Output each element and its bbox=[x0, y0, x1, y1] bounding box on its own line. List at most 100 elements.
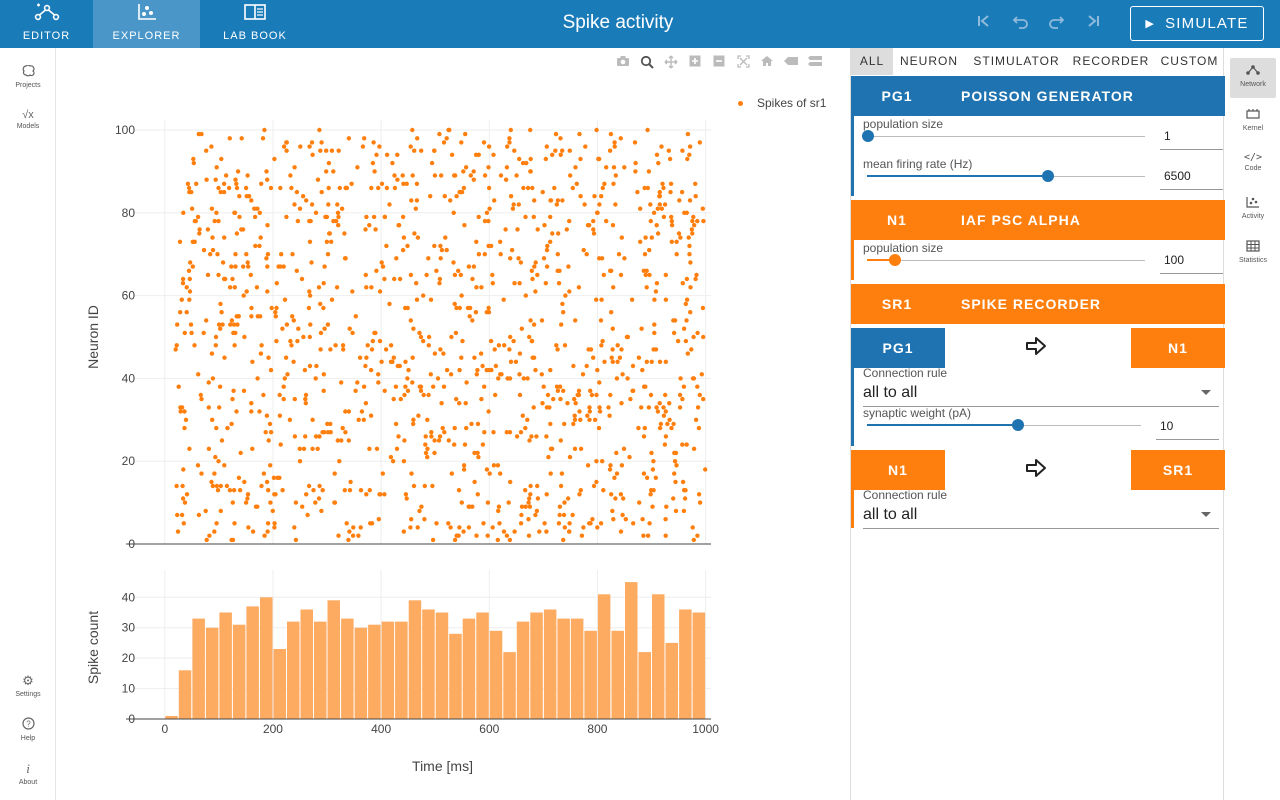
spike-point bbox=[300, 504, 305, 509]
camera-icon[interactable] bbox=[611, 55, 635, 71]
spike-point bbox=[700, 305, 706, 311]
spike-point bbox=[635, 189, 640, 195]
sidebar-item-models[interactable]: √x Models bbox=[0, 109, 56, 130]
node-header-sr1[interactable]: SR1 SPIKE RECORDER bbox=[851, 284, 1225, 324]
spike-point bbox=[190, 239, 195, 244]
synaptic-weight-slider[interactable] bbox=[1012, 419, 1024, 431]
spike-point bbox=[610, 223, 616, 228]
node-header-n1[interactable]: N1 IAF PSC ALPHA bbox=[851, 200, 1225, 240]
spike-point bbox=[303, 392, 309, 398]
synaptic-weight-field[interactable]: 10 bbox=[1156, 419, 1219, 440]
spike-point bbox=[563, 293, 568, 298]
spike-point bbox=[328, 421, 333, 427]
hover-closest-icon[interactable] bbox=[779, 55, 803, 71]
autoscale-icon[interactable] bbox=[731, 55, 755, 71]
spike-point bbox=[562, 343, 568, 348]
node-model: POISSON GENERATOR bbox=[961, 88, 1134, 104]
histogram-bar bbox=[611, 630, 624, 719]
spike-point bbox=[676, 231, 682, 236]
spike-point bbox=[644, 475, 650, 480]
sidebar-item-projects[interactable]: Projects bbox=[0, 64, 56, 89]
node-header-pg1[interactable]: PG1 POISSON GENERATOR bbox=[851, 76, 1225, 116]
population-size-field[interactable]: 1 bbox=[1160, 129, 1223, 150]
connection-n1-sr1[interactable]: N1 SR1 bbox=[851, 450, 1225, 490]
spike-point bbox=[288, 173, 293, 178]
tab-all[interactable]: ALL bbox=[851, 48, 893, 75]
sidebar-item-activity[interactable]: Activity bbox=[1230, 190, 1276, 230]
spike-point bbox=[671, 330, 677, 336]
chart-legend[interactable]: Spikes of sr1 bbox=[738, 96, 826, 110]
connection-params-n1-sr1: Connection rule all to all bbox=[851, 488, 1225, 529]
spike-point bbox=[351, 525, 356, 530]
spike-point bbox=[620, 512, 625, 518]
simulate-label: SIMULATE bbox=[1165, 15, 1249, 32]
connection-source[interactable]: PG1 bbox=[851, 328, 945, 368]
spike-point bbox=[580, 372, 586, 377]
sidebar-item-help[interactable]: ? Help bbox=[0, 717, 56, 742]
sidebar-item-statistics[interactable]: Statistics bbox=[1230, 234, 1276, 274]
spike-point bbox=[374, 152, 379, 157]
firing-rate-field[interactable]: 6500 bbox=[1160, 169, 1223, 190]
zoom-out-icon[interactable] bbox=[707, 55, 731, 71]
spike-point bbox=[663, 392, 668, 398]
spike-point bbox=[363, 272, 368, 278]
sidebar-item-code[interactable]: </> Code bbox=[1230, 146, 1276, 186]
connection-pg1-n1[interactable]: PG1 N1 bbox=[851, 328, 1225, 368]
nav-labbook[interactable]: LAB BOOK bbox=[200, 0, 310, 48]
population-size-field[interactable]: 100 bbox=[1160, 253, 1223, 274]
spike-point bbox=[508, 127, 513, 133]
spike-point bbox=[690, 525, 695, 530]
nav-explorer[interactable]: EXPLORER bbox=[93, 0, 200, 48]
sidebar-item-about[interactable]: i About bbox=[0, 761, 56, 786]
tab-custom[interactable]: CUSTOM bbox=[1160, 54, 1219, 68]
hist-y-tick: 40 bbox=[122, 590, 136, 604]
spike-point bbox=[579, 533, 585, 538]
spike-point bbox=[215, 488, 221, 493]
nav-editor[interactable]: EDITOR bbox=[0, 0, 93, 48]
spike-point bbox=[249, 305, 254, 311]
spike-point bbox=[681, 326, 687, 331]
spike-point bbox=[235, 169, 241, 174]
firing-rate-slider[interactable] bbox=[1042, 170, 1054, 182]
spike-point bbox=[405, 305, 410, 311]
zoom-in-icon[interactable] bbox=[683, 55, 707, 71]
spike-point bbox=[197, 231, 202, 236]
hover-compare-icon[interactable] bbox=[803, 55, 827, 71]
tab-stimulator[interactable]: STIMULATOR bbox=[973, 54, 1060, 68]
spike-point bbox=[567, 218, 572, 224]
simulate-button[interactable]: ▶ SIMULATE bbox=[1130, 6, 1264, 41]
skip-back-icon[interactable] bbox=[976, 13, 992, 34]
spike-point bbox=[175, 529, 181, 534]
spike-point bbox=[322, 264, 327, 269]
sidebar-item-network[interactable]: Network bbox=[1230, 58, 1276, 98]
spike-point bbox=[180, 281, 186, 286]
undo-icon[interactable] bbox=[1012, 13, 1030, 34]
sidebar-item-kernel[interactable]: Kernel bbox=[1230, 102, 1276, 142]
zoom-icon[interactable] bbox=[635, 55, 659, 71]
skip-forward-icon[interactable] bbox=[1085, 13, 1101, 34]
redo-icon[interactable] bbox=[1047, 13, 1065, 34]
spike-point bbox=[687, 198, 693, 203]
connection-target[interactable]: SR1 bbox=[1131, 450, 1225, 490]
spike-point bbox=[532, 264, 537, 269]
population-size-slider[interactable] bbox=[862, 130, 874, 142]
connection-rule-select[interactable]: all to all bbox=[863, 384, 1219, 407]
population-size-slider[interactable] bbox=[889, 254, 901, 266]
spike-point bbox=[528, 169, 533, 174]
spike-point bbox=[416, 413, 421, 418]
spike-point bbox=[572, 413, 577, 418]
home-icon[interactable] bbox=[755, 55, 779, 71]
spike-point bbox=[645, 533, 651, 538]
connection-target[interactable]: N1 bbox=[1131, 328, 1225, 368]
connection-source[interactable]: N1 bbox=[851, 450, 945, 490]
tab-neuron[interactable]: NEURON bbox=[899, 54, 958, 68]
spike-point bbox=[223, 276, 228, 282]
connection-rule-select[interactable]: all to all bbox=[863, 506, 1219, 529]
spike-point bbox=[179, 405, 185, 410]
spike-point bbox=[324, 239, 330, 244]
tab-recorder[interactable]: RECORDER bbox=[1072, 54, 1150, 68]
sidebar-item-settings[interactable]: ⚙ Settings bbox=[0, 673, 56, 698]
spike-point bbox=[409, 198, 414, 203]
pan-icon[interactable] bbox=[659, 55, 683, 71]
